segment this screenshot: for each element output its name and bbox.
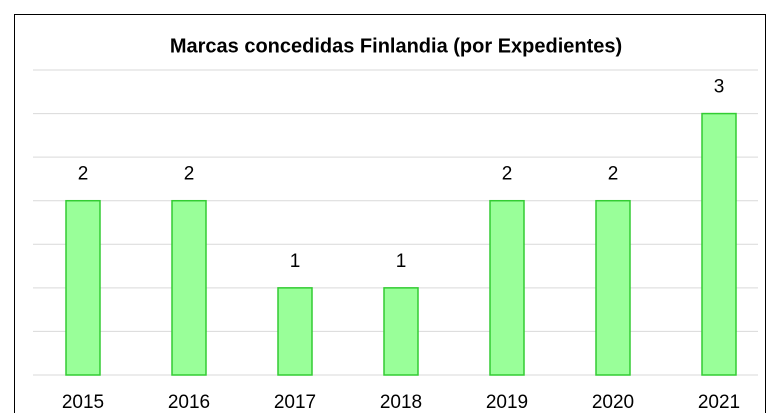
value-label: 2: [502, 164, 513, 185]
x-tick-label: 2021: [698, 392, 740, 413]
bar: [65, 199, 101, 376]
value-label: 2: [184, 164, 195, 185]
value-label: 1: [290, 251, 301, 272]
x-tick-label: 2018: [380, 392, 422, 413]
x-tick-label: 2020: [592, 392, 634, 413]
bar: [383, 287, 419, 376]
bar: [171, 199, 207, 376]
x-tick-label: 2017: [274, 392, 316, 413]
x-tick-label: 2015: [62, 392, 104, 413]
bar: [277, 287, 313, 376]
value-label: 3: [714, 77, 725, 98]
bar: [489, 199, 525, 376]
x-tick-label: 2019: [486, 392, 528, 413]
bar: [701, 112, 737, 376]
value-label: 2: [608, 164, 619, 185]
x-tick-label: 2016: [168, 392, 210, 413]
chart-title: Marcas concedidas Finlandia (por Expedie…: [170, 35, 622, 57]
value-label: 1: [396, 251, 407, 272]
bar: [595, 199, 631, 376]
value-label: 2: [78, 164, 89, 185]
